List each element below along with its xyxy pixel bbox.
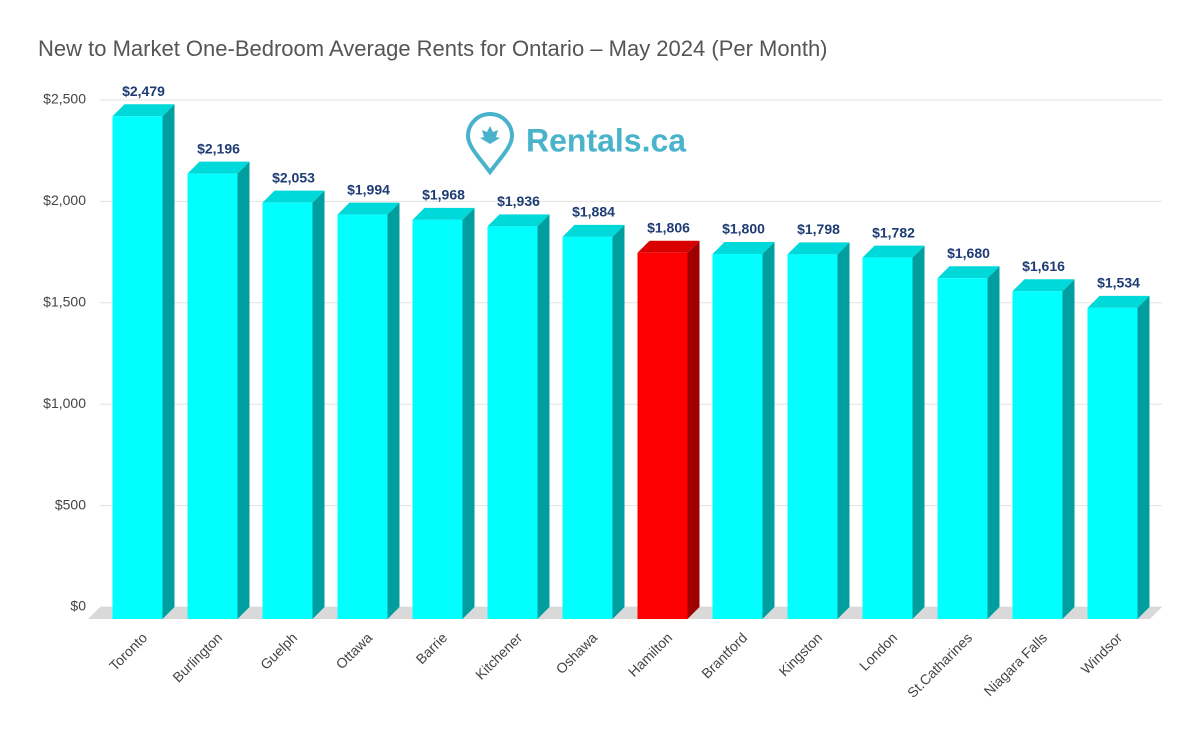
bar	[562, 236, 613, 619]
value-label: $1,994	[347, 181, 390, 197]
value-label: $1,680	[947, 245, 990, 261]
bar-side	[1062, 279, 1075, 619]
value-label: $1,798	[797, 221, 840, 237]
bar-side	[1137, 295, 1150, 619]
bar-top	[412, 207, 475, 220]
x-tick-label: Kitchener	[472, 629, 525, 682]
bar-top	[1012, 279, 1075, 292]
bar-top	[637, 240, 700, 253]
bar	[862, 257, 913, 619]
x-tick-label: Oshawa	[553, 629, 601, 677]
x-tick-label: Barrie	[413, 629, 451, 667]
value-label: $2,479	[122, 83, 165, 99]
floor	[88, 607, 1162, 619]
value-label: $2,196	[197, 140, 240, 156]
watermark-logo	[465, 112, 515, 176]
bar-side	[162, 104, 175, 620]
x-tick-label: Windsor	[1078, 629, 1126, 677]
bar-top	[487, 214, 550, 227]
bar-side	[537, 214, 550, 619]
bar	[487, 226, 538, 619]
x-tick-label: London	[856, 629, 900, 673]
bar	[262, 202, 313, 619]
bar	[1012, 291, 1063, 619]
value-label: $1,936	[497, 193, 540, 209]
value-label: $1,806	[647, 219, 690, 235]
value-label: $1,968	[422, 187, 465, 203]
x-tick-label: St.Catharines	[904, 629, 975, 700]
bar	[1087, 307, 1138, 619]
bar	[787, 254, 838, 619]
y-tick-label: $2,500	[43, 91, 86, 107]
chart-title: New to Market One-Bedroom Average Rents …	[38, 36, 828, 61]
bar-top	[937, 266, 1000, 279]
bar	[712, 253, 763, 619]
maple-leaf	[480, 126, 500, 144]
bar-top	[187, 161, 250, 174]
bar	[337, 214, 388, 619]
y-tick-label: $1,000	[43, 395, 86, 411]
value-label: $1,534	[1097, 275, 1140, 291]
x-tick-label: Hamilton	[625, 629, 675, 679]
bar-top	[787, 242, 850, 255]
bar-side	[387, 202, 400, 619]
bar-side	[762, 241, 775, 619]
value-label: $1,884	[572, 204, 615, 220]
watermark: Rentals.ca	[526, 122, 686, 158]
pin-icon	[465, 112, 515, 176]
y-tick-label: $500	[55, 496, 86, 512]
x-tick-label: Burlington	[169, 629, 225, 685]
bar-side	[837, 242, 850, 619]
value-label: $2,053	[272, 169, 315, 185]
bar-top	[337, 202, 400, 215]
bar-side	[612, 224, 625, 619]
bar	[112, 116, 163, 620]
bar-top	[1087, 295, 1150, 308]
bar-top	[712, 241, 775, 254]
value-label: $1,782	[872, 224, 915, 240]
bar-side	[687, 240, 700, 619]
y-tick-label: $0	[70, 598, 86, 614]
bar-side	[987, 266, 1000, 619]
y-tick-label: $2,000	[43, 192, 86, 208]
x-tick-label: Brantford	[698, 629, 750, 681]
x-tick-label: Toronto	[106, 629, 150, 673]
x-tick-label: Niagara Falls	[981, 629, 1051, 699]
value-label: $1,616	[1022, 258, 1065, 274]
bar	[412, 219, 463, 620]
bar	[187, 173, 238, 620]
x-tick-label: Ottawa	[333, 629, 376, 672]
bar-top	[862, 245, 925, 258]
x-tick-label: Kingston	[775, 629, 825, 679]
bar	[937, 278, 988, 619]
bar-side	[237, 161, 250, 620]
y-tick-label: $1,500	[43, 294, 86, 310]
x-tick-label: Guelph	[257, 629, 300, 672]
bar-top	[262, 190, 325, 203]
bar	[637, 252, 688, 619]
bar-side	[462, 207, 475, 620]
bar-side	[312, 190, 325, 619]
bar-side	[912, 245, 925, 619]
bar-top	[562, 224, 625, 237]
value-label: $1,800	[722, 221, 765, 237]
bar-top	[112, 104, 175, 117]
